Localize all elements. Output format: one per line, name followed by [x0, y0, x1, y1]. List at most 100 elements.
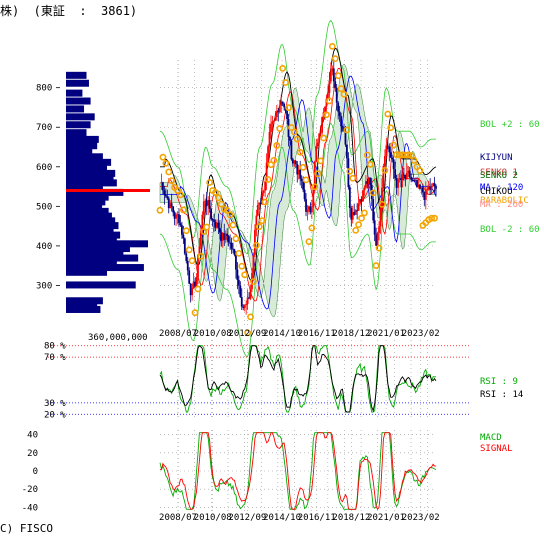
candle-body — [162, 182, 164, 191]
candle-body — [289, 137, 291, 141]
x-tick-label: 2012/09 — [228, 329, 266, 339]
candle-body — [202, 201, 205, 215]
candle-body — [435, 186, 437, 189]
candle-body — [424, 189, 427, 200]
indicator-label: SENKO 2 — [480, 171, 518, 181]
parabolic-dot — [340, 90, 348, 98]
parabolic-dot — [282, 79, 289, 86]
parabolic-dot — [317, 157, 325, 165]
parabolic-dot — [290, 128, 298, 136]
parabolic-dot — [279, 64, 287, 72]
x-tick-label: 2010/08 — [194, 513, 232, 523]
parabolic-dot — [241, 271, 249, 279]
candle-body — [245, 303, 248, 306]
volume-profile-bar — [66, 222, 119, 230]
y-tick-label: 40 — [27, 431, 38, 441]
parabolic-dot — [366, 160, 374, 168]
y-tick-label: 500 — [36, 202, 52, 212]
candle-body — [160, 182, 163, 184]
candle-body — [176, 214, 179, 216]
y-tick-label: 600 — [36, 163, 52, 173]
candle-body — [173, 212, 176, 219]
candle-body — [192, 281, 195, 288]
parabolic-dot — [252, 241, 260, 249]
bollinger-lower — [159, 122, 436, 357]
volume-profile-bar — [66, 79, 89, 87]
parabolic-dot — [174, 187, 181, 194]
candle-body — [331, 68, 334, 72]
volume-profile-bar — [66, 245, 130, 253]
volume-profile-bar — [66, 226, 114, 234]
volume-profile-bar — [66, 297, 103, 305]
volume-profile-bar — [66, 174, 114, 182]
candle-body — [421, 187, 424, 193]
parabolic-dot — [293, 135, 301, 143]
candle-body — [389, 152, 392, 158]
candle-body — [373, 220, 376, 235]
candle-body — [194, 281, 196, 287]
parabolic-dot — [387, 124, 395, 132]
candle-body — [293, 161, 296, 164]
candle-body — [376, 232, 379, 246]
candle-body — [327, 93, 329, 99]
volume-profile-bar — [66, 164, 107, 172]
parabolic-dot — [325, 97, 333, 105]
candle-body — [232, 248, 234, 250]
candle-body — [261, 192, 264, 204]
candle-body — [294, 161, 297, 165]
candle-body — [246, 297, 249, 304]
candle-body — [281, 101, 284, 104]
parabolic-dot — [165, 168, 173, 176]
candle-body — [420, 187, 423, 189]
parabolic-dot — [156, 206, 164, 214]
y-tick-label: 800 — [36, 84, 52, 94]
candle-body — [433, 183, 436, 187]
candle-body — [262, 190, 265, 193]
parabolic-dot — [346, 167, 354, 175]
candle-body — [208, 199, 211, 209]
parabolic-dot — [255, 223, 263, 231]
volume-profile-bar — [66, 188, 124, 196]
parabolic-dot — [361, 209, 368, 217]
candle-body — [205, 200, 208, 206]
volume-profile-bar — [66, 254, 139, 262]
parabolic-dot — [235, 249, 243, 257]
candle-body — [318, 133, 321, 143]
candle-body — [239, 285, 242, 298]
candle-body — [167, 198, 170, 209]
candle-body — [236, 269, 239, 281]
candle-body — [271, 121, 274, 124]
candle-body — [195, 276, 198, 287]
parabolic-dot — [206, 179, 214, 186]
candle-body — [344, 131, 347, 145]
volume-profile-bar — [66, 113, 95, 121]
indicator-label: MA : 260 — [480, 200, 523, 210]
candle-body — [383, 155, 386, 166]
parabolic-dot — [343, 126, 351, 134]
volume-profile-bar — [66, 249, 124, 257]
parabolic-dot — [200, 228, 208, 235]
candle-body — [189, 283, 192, 296]
volume-profile-bar — [66, 169, 116, 177]
candle-body — [169, 203, 172, 209]
parabolic-dot — [410, 157, 418, 164]
x-tick-label: 2010/08 — [194, 329, 232, 339]
candle-body — [408, 170, 411, 177]
parabolic-dot — [390, 141, 398, 149]
parabolic-dot — [378, 200, 386, 208]
candle-body — [315, 146, 318, 162]
indicator-label: SENKO 1 — [480, 168, 518, 178]
parabolic-dot — [372, 262, 380, 269]
candle-body — [316, 142, 319, 147]
candle-body — [353, 211, 356, 215]
candle-body — [385, 145, 388, 156]
volume-profile-bar — [66, 147, 93, 155]
x-tick-label: 2016/11 — [298, 329, 336, 339]
volume-profile-bar — [66, 268, 107, 276]
candle-body — [350, 208, 353, 220]
volume-profile-bar — [66, 217, 116, 225]
candle-body — [308, 206, 310, 210]
y-tick-label: 300 — [36, 281, 52, 291]
